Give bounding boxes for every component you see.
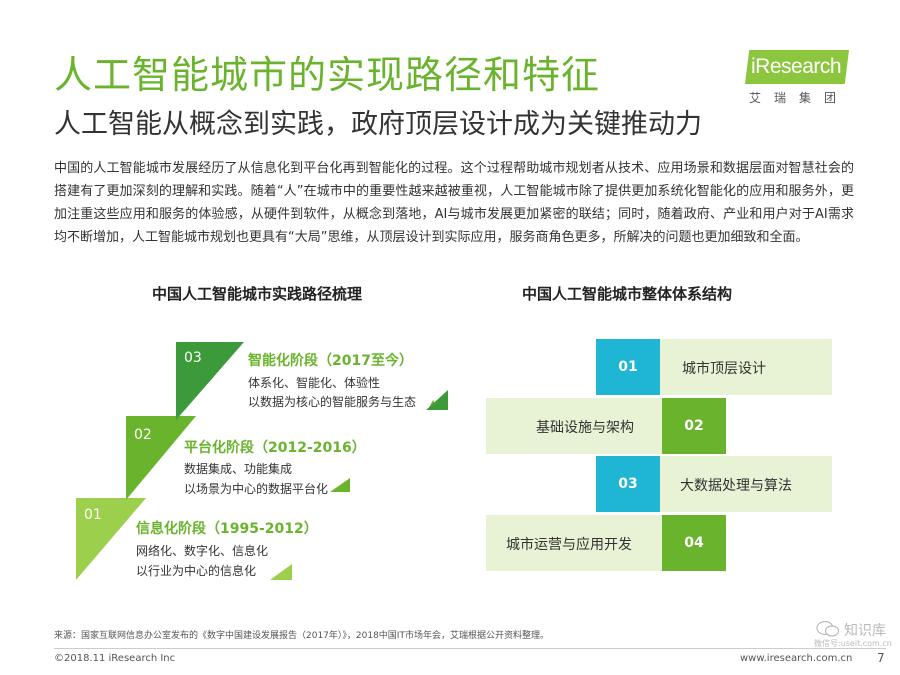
stage-02-line2: 以场景为中心的数据平台化 [184, 482, 329, 496]
staircase-diagram [76, 342, 438, 580]
stage-01-num: 01 [84, 507, 102, 523]
right-section-title: 中国人工智能城市整体体系结构 [522, 285, 733, 303]
stage-01-line1: 网络化、数字化、信息化 [136, 544, 269, 558]
website-link[interactable]: www.iresearch.com.cn [740, 653, 853, 664]
structure-label-03: 大数据处理与算法 [680, 478, 792, 494]
structure-row-04 [486, 515, 662, 571]
logo-brand: iResearch [751, 55, 842, 78]
stage-02-title: 平台化阶段（2012-2016） [184, 440, 366, 456]
structure-label-04: 城市运营与应用开发 [506, 537, 632, 553]
stage-03-line1: 体系化、智能化、体验性 [248, 376, 381, 390]
iresearch-logo: iResearch 艾瑞集团 [745, 48, 865, 106]
structure-row-03 [660, 456, 832, 512]
copyright: ©2018.11 iResearch Inc [54, 653, 176, 664]
watermark: 知识库 微信号:useit.com.cn [808, 620, 892, 648]
stage-02-num: 02 [134, 427, 152, 443]
structure-num-02: 02 [662, 398, 726, 454]
structure-label-02: 基础设施与架构 [536, 420, 634, 436]
structure-num-04: 04 [662, 515, 726, 571]
structure-row-01 [660, 339, 832, 395]
structure-num-01: 01 [596, 339, 660, 395]
stage-02-line1: 数据集成、功能集成 [184, 462, 293, 476]
structure-row-02 [486, 398, 662, 454]
left-section-title: 中国人工智能城市实践路径梳理 [152, 285, 363, 303]
watermark-sub: 微信号:useit.com.cn [814, 639, 892, 648]
stage-01-title: 信息化阶段（1995-2012） [136, 521, 318, 537]
arrow-triangle-01 [270, 564, 292, 580]
logo-badge [745, 50, 849, 84]
watermark-main: 知识库 [844, 623, 886, 639]
stage-02-block [126, 416, 196, 500]
stage-01-block [76, 498, 146, 580]
page-title: 人工智能城市的实现路径和特征 [54, 53, 601, 97]
stage-01-line2: 以行业为中心的信息化 [136, 564, 257, 578]
page-number: 7 [877, 651, 885, 665]
stage-03-line2: 以数据为核心的智能服务与生态 [248, 395, 417, 409]
wechat-icon [816, 620, 840, 637]
triangle-03-icon [426, 390, 448, 410]
stage-03-title: 智能化阶段（2017至今） [248, 353, 413, 369]
intro-paragraph: 中国的人工智能城市发展经历了从信息化到平台化再到智能化的过程。这个过程帮助城市规… [54, 161, 854, 245]
stage-03-block [176, 342, 244, 420]
stage-03-num: 03 [184, 350, 202, 366]
page-subtitle: 人工智能从概念到实践，政府顶层设计成为关键推动力 [54, 109, 702, 140]
structure-label-01: 城市顶层设计 [682, 361, 766, 377]
structure-num-03: 03 [596, 456, 660, 512]
source-note: 来源：国家互联网信息办公室发布的《数字中国建设发展报告（2017年）》，2018… [54, 631, 549, 641]
footer-divider [54, 648, 886, 649]
logo-brand-cn: 艾瑞集团 [749, 91, 850, 105]
arrow-triangle-02 [330, 478, 350, 492]
